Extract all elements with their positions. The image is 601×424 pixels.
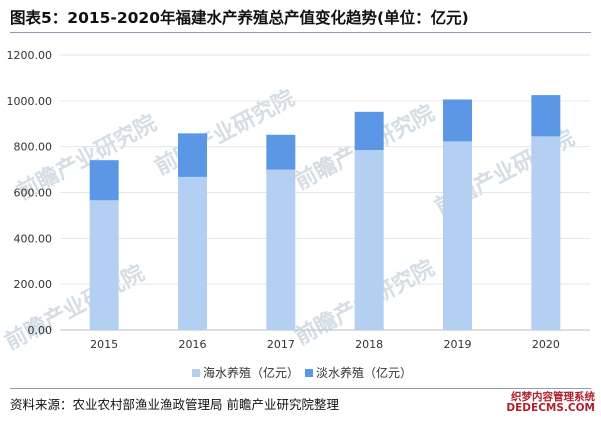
legend-swatch-marine bbox=[192, 369, 200, 377]
bar-marine bbox=[266, 169, 296, 330]
watermark-text: 前瞻产业研究院 bbox=[1, 260, 149, 355]
x-tick-label: 2015 bbox=[90, 338, 118, 351]
y-tick-label: 600.00 bbox=[14, 187, 53, 200]
bar-marine bbox=[531, 136, 561, 330]
y-tick-label: 200.00 bbox=[14, 278, 53, 291]
bar-marine bbox=[443, 141, 472, 330]
source-note: 资料来源：农业农村部渔业渔政管理局 前瞻产业研究院整理 bbox=[10, 397, 339, 412]
y-tick-label: 1200.00 bbox=[7, 49, 53, 62]
bar-freshwater bbox=[89, 160, 119, 201]
y-tick-label: 400.00 bbox=[14, 232, 53, 245]
x-tick-label: 2017 bbox=[267, 338, 295, 351]
legend-label-marine: 海水养殖（亿元） bbox=[203, 365, 299, 380]
corner-watermark-line1: 织梦内容管理系统 bbox=[511, 391, 595, 403]
bar-marine bbox=[354, 150, 384, 330]
y-tick-label: 800.00 bbox=[14, 141, 53, 154]
legend-swatch-freshwater bbox=[305, 369, 313, 377]
chart-title: 图表5：2015-2020年福建水产养殖总产值变化趋势(单位：亿元) bbox=[10, 9, 469, 27]
bar-marine bbox=[89, 200, 119, 330]
bar-freshwater bbox=[266, 134, 296, 170]
footer-divider bbox=[10, 388, 591, 389]
x-tick-label: 2016 bbox=[179, 338, 207, 351]
y-tick-label: 0.00 bbox=[28, 324, 53, 337]
corner-watermark: 织梦内容管理系统 DEDECMS.COM bbox=[506, 392, 595, 414]
bar-freshwater bbox=[443, 99, 472, 142]
title-divider bbox=[10, 32, 591, 33]
bar-freshwater bbox=[354, 111, 384, 151]
corner-watermark-line2: DEDECMS.COM bbox=[506, 402, 595, 414]
x-tick-label: 2018 bbox=[355, 338, 383, 351]
legend-label-freshwater: 淡水养殖（亿元） bbox=[316, 365, 412, 380]
bar-marine bbox=[178, 176, 207, 330]
bar-freshwater bbox=[531, 95, 561, 137]
bar-freshwater bbox=[178, 133, 207, 177]
x-tick-label: 2019 bbox=[444, 338, 472, 351]
x-tick-label: 2020 bbox=[532, 338, 560, 351]
y-tick-label: 1000.00 bbox=[7, 95, 53, 108]
